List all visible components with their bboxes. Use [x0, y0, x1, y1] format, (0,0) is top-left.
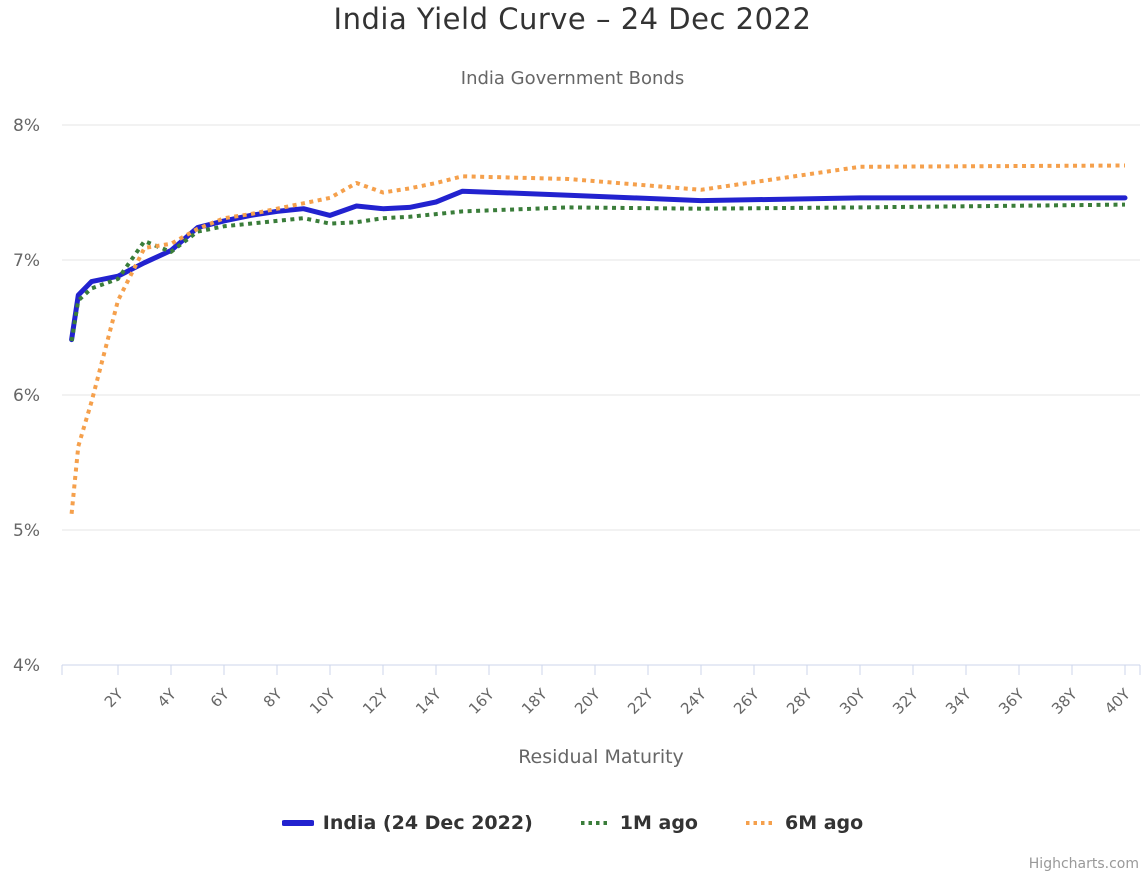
chart-subtitle: India Government Bonds: [460, 68, 685, 89]
x-tick-label: 40Y: [1101, 685, 1134, 718]
x-tick-label: 36Y: [995, 685, 1028, 718]
x-tick-label: 16Y: [465, 685, 498, 718]
legend-sample-india-line: [281, 820, 314, 826]
x-tick-label: 20Y: [571, 685, 604, 718]
x-axis-title: Residual Maturity: [518, 746, 684, 768]
x-tick-label: 2Y: [101, 685, 128, 712]
y-axis-label: 7%: [13, 251, 40, 271]
y-axis-label: 8%: [13, 116, 40, 136]
x-tick-label: 10Y: [306, 685, 339, 718]
x-tick-label: 32Y: [889, 685, 922, 718]
legend-item-india[interactable]: India (24 Dec 2022): [281, 812, 533, 834]
legend-item-label: India (24 Dec 2022): [322, 812, 533, 834]
x-tick-label: 8Y: [260, 685, 287, 712]
x-tick-label: 14Y: [412, 685, 445, 718]
x-tick-label: 4Y: [154, 685, 181, 712]
highcharts-credit[interactable]: Highcharts.com: [1028, 856, 1139, 872]
x-tick-label: 28Y: [783, 685, 816, 718]
legend-sample-6m-dotted-line: [745, 821, 774, 825]
legend-item-6m-ago[interactable]: 6M ago: [744, 812, 863, 834]
series-line-1[interactable]: [69, 202, 1126, 342]
legend: India (24 Dec 2022) 1M ago 6M ago: [0, 812, 1145, 834]
series-line-0[interactable]: [69, 188, 1128, 343]
x-tick-label: 38Y: [1048, 685, 1081, 718]
y-axis-label: 5%: [13, 521, 40, 541]
x-tick-label: 12Y: [359, 685, 392, 718]
chart-title: India Yield Curve – 24 Dec 2022: [333, 2, 812, 36]
x-tick-label: 22Y: [624, 685, 657, 718]
x-tick-label: 26Y: [730, 685, 763, 718]
legend-item-1m-ago[interactable]: 1M ago: [579, 812, 698, 834]
x-tick-label: 24Y: [677, 685, 710, 718]
series-line-2[interactable]: [69, 163, 1126, 514]
legend-item-label: 6M ago: [784, 812, 864, 834]
y-axis-label: 6%: [13, 386, 40, 406]
y-axis-label: 4%: [13, 656, 40, 676]
x-tick-label: 6Y: [207, 685, 234, 712]
legend-item-label: 1M ago: [619, 812, 698, 834]
x-tick-label: 18Y: [518, 685, 551, 718]
x-tick-label: 30Y: [836, 685, 869, 718]
x-tick-label: 34Y: [942, 685, 975, 718]
legend-sample-1m-dotted-line: [580, 821, 609, 825]
